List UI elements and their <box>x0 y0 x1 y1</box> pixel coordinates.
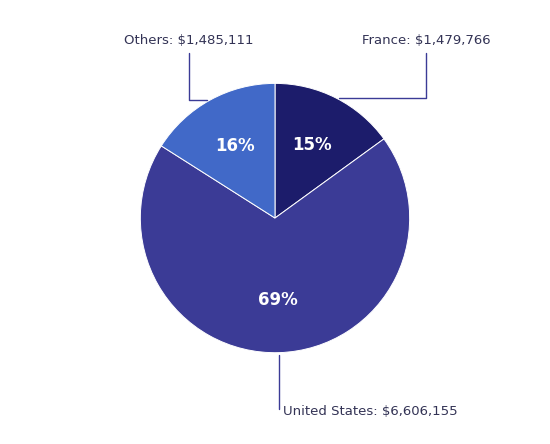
Wedge shape <box>140 139 410 353</box>
Text: 69%: 69% <box>258 291 298 309</box>
Wedge shape <box>275 83 384 218</box>
Text: France: $1,479,766: France: $1,479,766 <box>339 34 491 98</box>
Wedge shape <box>161 83 275 218</box>
Text: Others: $1,485,111: Others: $1,485,111 <box>124 34 254 100</box>
Text: 15%: 15% <box>293 135 332 154</box>
Text: 16%: 16% <box>216 137 255 155</box>
Text: United States: $6,606,155: United States: $6,606,155 <box>279 355 458 418</box>
